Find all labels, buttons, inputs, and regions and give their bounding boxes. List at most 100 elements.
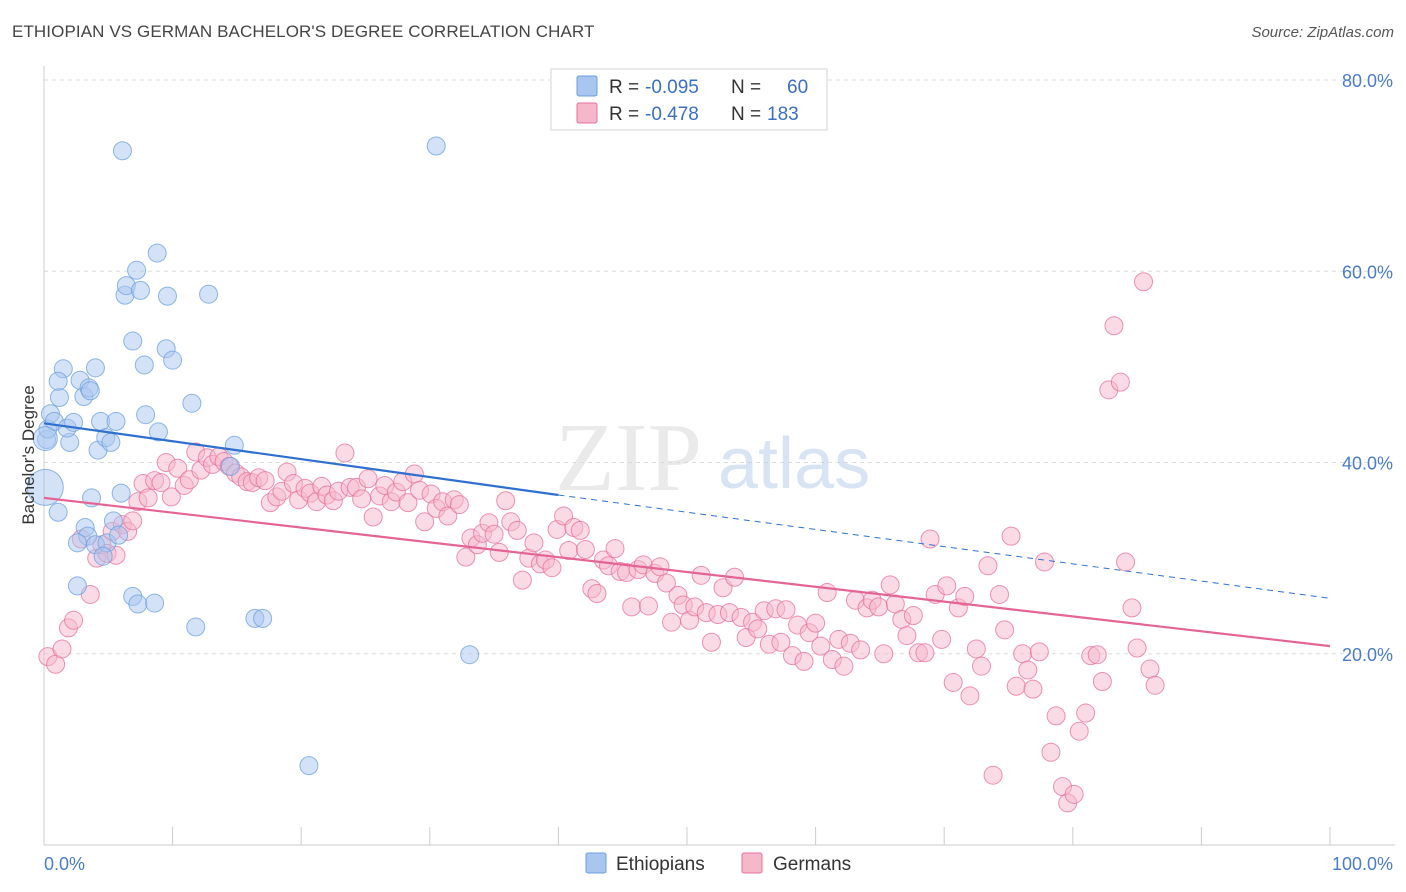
ethiopians-point: [48, 371, 68, 391]
ethiopians-point: [112, 141, 132, 161]
germans-point: [1127, 638, 1147, 658]
legend-n-value: 60: [787, 77, 808, 98]
germans-point: [955, 586, 975, 606]
ethiopians-point: [80, 381, 100, 401]
germans-point: [748, 619, 768, 639]
germans-point: [1035, 552, 1055, 572]
germans-point: [650, 557, 670, 577]
ethiopians-point: [199, 284, 219, 304]
germans-point: [903, 606, 923, 625]
legend-r-label: R =: [609, 77, 639, 98]
watermark: ZIP atlas: [555, 404, 870, 512]
germans-point: [542, 558, 562, 578]
germans-point: [1018, 660, 1038, 680]
germans-point: [415, 512, 435, 532]
germans-point: [1140, 659, 1160, 679]
ethiopians-point: [85, 358, 105, 378]
ethiopians-point: [67, 533, 87, 553]
gridlines: [44, 79, 1395, 655]
germans-point: [161, 487, 181, 507]
germans-point: [605, 539, 625, 559]
germans-point: [943, 672, 963, 692]
germans-point: [971, 656, 991, 676]
ethiopians-point: [106, 411, 126, 431]
legend-n-value: 183: [767, 104, 799, 125]
germans-point: [960, 686, 980, 706]
germans-point: [496, 491, 516, 511]
chart-title: ETHIOPIAN VS GERMAN BACHELOR'S DEGREE CO…: [12, 22, 595, 41]
ethiopians-point: [460, 645, 480, 665]
ethiopians-point: [101, 432, 121, 452]
germans-point: [352, 489, 372, 509]
germans-point: [512, 570, 532, 590]
germans-point: [1029, 642, 1049, 662]
germans-point: [1013, 644, 1033, 664]
germans-point: [1122, 598, 1142, 618]
germans-point: [123, 511, 143, 531]
germans-point: [880, 575, 900, 595]
ethiopians-point: [130, 280, 150, 300]
germans-point: [897, 626, 917, 646]
germans-point: [1110, 372, 1130, 392]
watermark-atlas: atlas: [718, 424, 870, 504]
series-germans-points: [38, 272, 1165, 813]
germans-point: [920, 529, 940, 549]
germans-point: [255, 471, 275, 491]
germans-point: [52, 639, 72, 659]
germans-point: [1087, 645, 1107, 665]
germans-point: [575, 540, 595, 560]
ethiopians-point: [48, 502, 68, 522]
germans-point: [1092, 671, 1112, 691]
tick-labels: 20.0% 40.0% 60.0% 80.0% 0.0% 100.0%: [44, 71, 1393, 874]
germans-point: [771, 632, 791, 652]
germans-point: [1145, 675, 1165, 695]
y-axis-label: Bachelor's Degree: [19, 385, 38, 524]
germans-point: [995, 620, 1015, 640]
germans-point: [869, 597, 889, 617]
germans-point: [335, 443, 355, 463]
germans-point: [358, 469, 378, 489]
legend-r-value: -0.095: [645, 77, 699, 98]
germans-point: [817, 583, 837, 603]
germans-point: [966, 639, 986, 659]
y-tick-label: 60.0%: [1342, 262, 1393, 282]
germans-point: [1006, 676, 1026, 696]
bottom-legend-swatch-germans: [741, 852, 763, 874]
germans-point: [1104, 316, 1124, 336]
ethiopians-point: [182, 393, 202, 413]
legend-r-value: -0.478: [645, 104, 699, 125]
ethiopians-point: [163, 350, 183, 370]
germans-point: [587, 584, 607, 604]
legend-swatch-germans: [576, 102, 598, 124]
ethiopians-point: [123, 331, 143, 351]
axes: [43, 66, 1395, 846]
ethiopians-point: [253, 608, 273, 628]
germans-point: [449, 495, 469, 515]
germans-point: [811, 636, 831, 656]
germans-point: [662, 612, 682, 632]
ethiopians-point: [127, 260, 147, 280]
ethiopians-point: [93, 546, 113, 566]
x-tick-label: 0.0%: [44, 854, 85, 874]
germans-point: [570, 520, 590, 540]
ethiopians-point: [134, 355, 154, 375]
germans-point: [456, 547, 476, 567]
germans-point: [978, 556, 998, 576]
germans-point: [507, 520, 527, 540]
germans-point: [937, 576, 957, 596]
germans-point: [1076, 703, 1096, 723]
germans-point: [915, 643, 935, 663]
legend-n-label: N =: [731, 77, 761, 98]
germans-point: [484, 524, 504, 544]
ethiopians-point: [111, 483, 131, 503]
germans-point: [932, 629, 952, 649]
germans-point: [983, 765, 1003, 785]
legend: R = -0.095 N = 60 R = -0.478 N = 183: [550, 68, 828, 131]
ethiopians-point: [426, 136, 446, 156]
germans-point: [874, 644, 894, 664]
ethiopians-trend-line: [43, 422, 559, 497]
legend-r-label: R =: [609, 104, 639, 125]
ethiopians-point: [136, 405, 156, 425]
germans-point: [834, 656, 854, 676]
ethiopians-point: [109, 525, 129, 545]
